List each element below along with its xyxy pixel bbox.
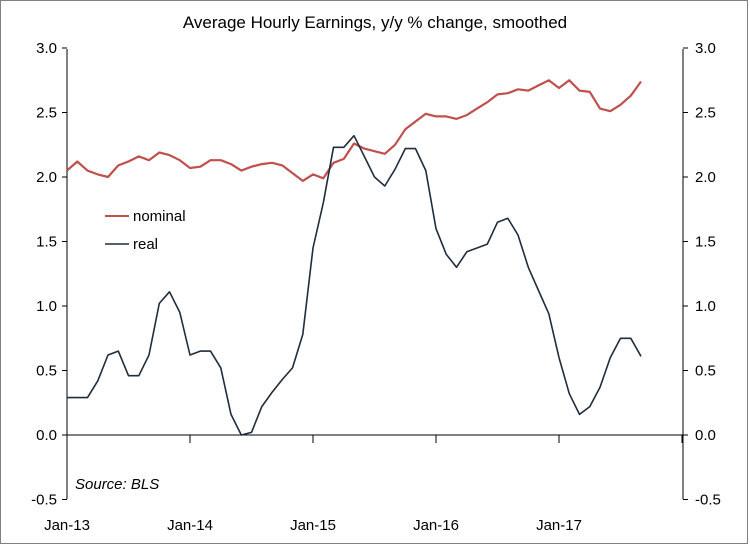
y-tick-label-left: 1.5 <box>36 234 57 251</box>
y-tick-label-left: 1.0 <box>36 298 57 315</box>
y-tick-label-right: 0.0 <box>695 427 716 444</box>
legend-box <box>93 198 217 262</box>
y-tick-label-right: 1.5 <box>695 234 716 251</box>
legend: nominal real <box>93 198 217 262</box>
legend-label-nominal: nominal <box>133 208 186 225</box>
x-tick-label: Jan-15 <box>290 517 336 534</box>
series-line-real <box>67 134 642 436</box>
series-layer <box>66 79 642 436</box>
x-tick-label: Jan-14 <box>167 517 213 534</box>
legend-label-real: real <box>133 236 158 253</box>
y-tick-label-left: 2.5 <box>36 105 57 122</box>
source-note: Source: BLS <box>75 476 159 493</box>
series-line-nominal <box>66 79 642 182</box>
x-tick-label: Jan-17 <box>536 517 582 534</box>
y-tick-label-right: 0.5 <box>695 363 716 380</box>
y-tick-label-left: 2.0 <box>36 169 57 186</box>
axes-layer: -0.5 -0.5 0.0 0.0 0.5 0.5 1.0 1.0 1.5 1.5 2.0 2.0 2.… <box>31 40 721 534</box>
y-tick-label-right: 3.0 <box>695 40 716 57</box>
y-tick-label-left: 3.0 <box>36 40 57 57</box>
x-tick-label: Jan-13 <box>44 517 90 534</box>
y-tick-label-right: 1.0 <box>695 298 716 315</box>
x-tick-label: Jan-16 <box>413 517 459 534</box>
y-tick-label-right: 2.0 <box>695 169 716 186</box>
chart-title: Average Hourly Earnings, y/y % change, s… <box>182 13 568 32</box>
y-tick-label-left: 0.0 <box>36 427 57 444</box>
y-tick-label-right: 2.5 <box>695 105 716 122</box>
y-tick-label-right: -0.5 <box>695 492 721 509</box>
y-tick-label-left: -0.5 <box>31 492 57 509</box>
y-tick-label-left: 0.5 <box>36 363 57 380</box>
